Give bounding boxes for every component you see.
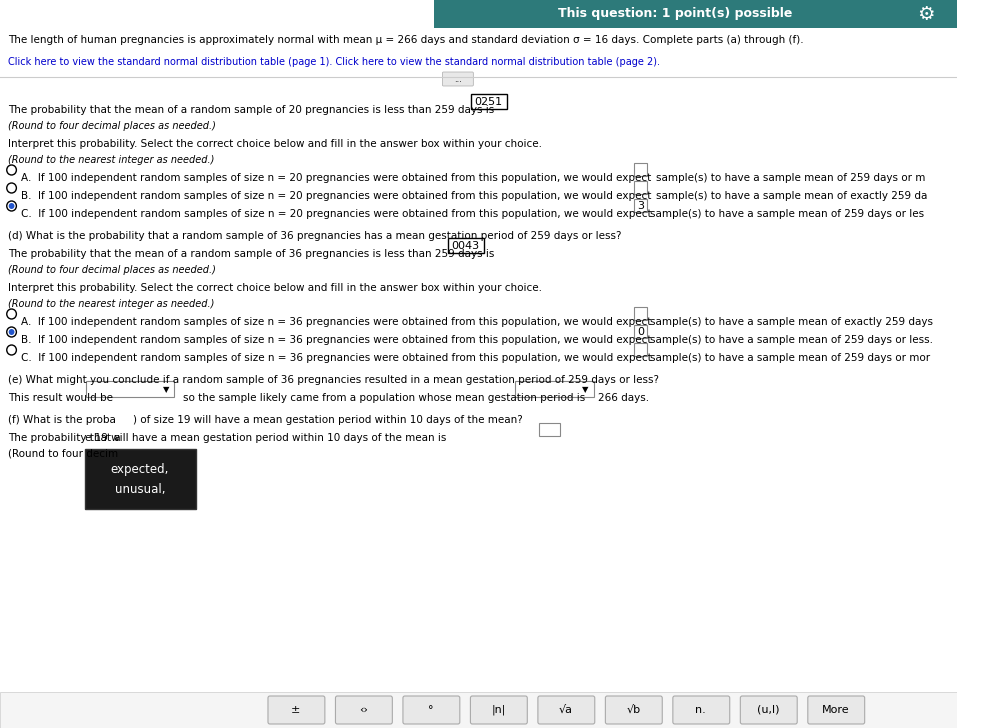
FancyBboxPatch shape	[673, 696, 730, 724]
Text: More: More	[822, 705, 850, 715]
Text: ▼: ▼	[582, 386, 589, 395]
Text: 0043: 0043	[452, 241, 480, 251]
Text: sample(s) to have a sample mean of 259 days or less.: sample(s) to have a sample mean of 259 d…	[649, 335, 932, 345]
FancyBboxPatch shape	[634, 342, 647, 355]
Text: (Round to the nearest integer as needed.): (Round to the nearest integer as needed.…	[8, 155, 214, 165]
FancyBboxPatch shape	[539, 422, 560, 435]
Text: 3: 3	[638, 201, 644, 211]
Circle shape	[9, 203, 15, 209]
Text: A.  If 100 independent random samples of size n = 36 pregnancies were obtained f: A. If 100 independent random samples of …	[21, 317, 651, 327]
Text: 0251: 0251	[475, 97, 502, 107]
Text: Interpret this probability. Select the correct choice below and fill in the answ: Interpret this probability. Select the c…	[8, 283, 542, 293]
Circle shape	[7, 183, 17, 193]
FancyBboxPatch shape	[443, 72, 474, 86]
Text: ‹›: ‹›	[359, 705, 367, 715]
Text: (e) What might you conclude if a random sample of 36 pregnancies resulted in a m: (e) What might you conclude if a random …	[8, 375, 658, 385]
Circle shape	[7, 327, 17, 337]
FancyBboxPatch shape	[434, 0, 957, 28]
Text: |n|: |n|	[492, 705, 505, 715]
FancyBboxPatch shape	[85, 381, 175, 397]
Text: ±: ±	[291, 705, 301, 715]
Text: √a: √a	[559, 705, 573, 715]
Text: Interpret this probability. Select the correct choice below and fill in the answ: Interpret this probability. Select the c…	[8, 139, 542, 149]
Text: B.  If 100 independent random samples of size n = 20 pregnancies were obtained f: B. If 100 independent random samples of …	[21, 191, 651, 201]
Text: The probability that the mean of a random sample of 36 pregnancies is less than : The probability that the mean of a rando…	[8, 249, 495, 259]
Text: (Round to the nearest integer as needed.): (Round to the nearest integer as needed.…	[8, 299, 214, 309]
FancyBboxPatch shape	[268, 696, 325, 724]
Text: (d) What is the probability that a random sample of 36 pregnancies has a mean ge: (d) What is the probability that a rando…	[8, 231, 622, 241]
FancyBboxPatch shape	[634, 181, 647, 194]
Circle shape	[7, 201, 17, 211]
Text: sample(s) to have a sample mean of exactly 259 da: sample(s) to have a sample mean of exact…	[655, 191, 926, 201]
Text: sample(s) to have a sample mean of 259 days or m: sample(s) to have a sample mean of 259 d…	[655, 173, 924, 183]
FancyBboxPatch shape	[471, 696, 527, 724]
Text: (Round to four decimal places as needed.): (Round to four decimal places as needed.…	[8, 265, 215, 275]
Text: A.  If 100 independent random samples of size n = 20 pregnancies were obtained f: A. If 100 independent random samples of …	[21, 173, 651, 183]
FancyBboxPatch shape	[336, 696, 392, 724]
Text: ▼: ▼	[163, 386, 169, 395]
Text: sample(s) to have a sample mean of 259 days or les: sample(s) to have a sample mean of 259 d…	[649, 209, 923, 219]
Text: The length of human pregnancies is approximately normal with mean μ = 266 days a: The length of human pregnancies is appro…	[8, 35, 803, 45]
Text: ⚙: ⚙	[917, 4, 934, 23]
FancyBboxPatch shape	[0, 692, 957, 728]
Text: °: °	[428, 705, 434, 715]
Text: unusual,: unusual,	[114, 483, 165, 496]
Circle shape	[7, 165, 17, 175]
FancyBboxPatch shape	[634, 199, 647, 212]
Text: ) of size 19 will have a mean gestation period within 10 days of the mean?: ) of size 19 will have a mean gestation …	[133, 415, 522, 425]
Text: This question: 1 point(s) possible: This question: 1 point(s) possible	[558, 7, 792, 20]
Text: (Round to four decimal places as needed.): (Round to four decimal places as needed.…	[8, 121, 215, 131]
Text: sample(s) to have a sample mean of exactly 259 days: sample(s) to have a sample mean of exact…	[649, 317, 932, 327]
Text: 0: 0	[638, 327, 644, 337]
Text: (Round to four decim: (Round to four decim	[8, 449, 118, 459]
Circle shape	[7, 345, 17, 355]
Text: This result would be: This result would be	[8, 393, 113, 403]
Text: (f) What is the proba: (f) What is the proba	[8, 415, 115, 425]
FancyBboxPatch shape	[448, 238, 484, 253]
Text: so the sample likely came from a population whose mean gestation period is: so the sample likely came from a populat…	[183, 393, 586, 403]
Circle shape	[7, 309, 17, 319]
Text: C.  If 100 independent random samples of size n = 36 pregnancies were obtained f: C. If 100 independent random samples of …	[21, 353, 652, 363]
Text: C.  If 100 independent random samples of size n = 20 pregnancies were obtained f: C. If 100 independent random samples of …	[21, 209, 651, 219]
Text: 266 days.: 266 days.	[598, 393, 648, 403]
Circle shape	[9, 329, 15, 335]
FancyBboxPatch shape	[634, 306, 647, 320]
FancyBboxPatch shape	[741, 696, 797, 724]
Text: The probability that a: The probability that a	[8, 433, 120, 443]
Text: n.: n.	[695, 705, 706, 715]
FancyBboxPatch shape	[0, 28, 957, 728]
Text: √b: √b	[627, 705, 640, 715]
FancyBboxPatch shape	[634, 325, 647, 338]
FancyBboxPatch shape	[403, 696, 460, 724]
Text: sample(s) to have a sample mean of 259 days or mor: sample(s) to have a sample mean of 259 d…	[649, 353, 929, 363]
FancyBboxPatch shape	[514, 381, 594, 397]
Text: ...: ...	[454, 74, 462, 84]
FancyBboxPatch shape	[538, 696, 595, 724]
Text: B.  If 100 independent random samples of size n = 36 pregnancies were obtained f: B. If 100 independent random samples of …	[21, 335, 651, 345]
FancyBboxPatch shape	[634, 162, 647, 175]
Text: expected,: expected,	[110, 462, 169, 475]
Text: e 19 will have a mean gestation period within 10 days of the mean is: e 19 will have a mean gestation period w…	[84, 433, 446, 443]
FancyBboxPatch shape	[472, 94, 507, 109]
Text: Click here to view the standard normal distribution table (page 1). Click here t: Click here to view the standard normal d…	[8, 57, 659, 67]
Text: The probability that the mean of a random sample of 20 pregnancies is less than : The probability that the mean of a rando…	[8, 105, 494, 115]
FancyBboxPatch shape	[606, 696, 662, 724]
FancyBboxPatch shape	[808, 696, 865, 724]
Text: (u,l): (u,l)	[757, 705, 780, 715]
FancyBboxPatch shape	[84, 449, 196, 509]
